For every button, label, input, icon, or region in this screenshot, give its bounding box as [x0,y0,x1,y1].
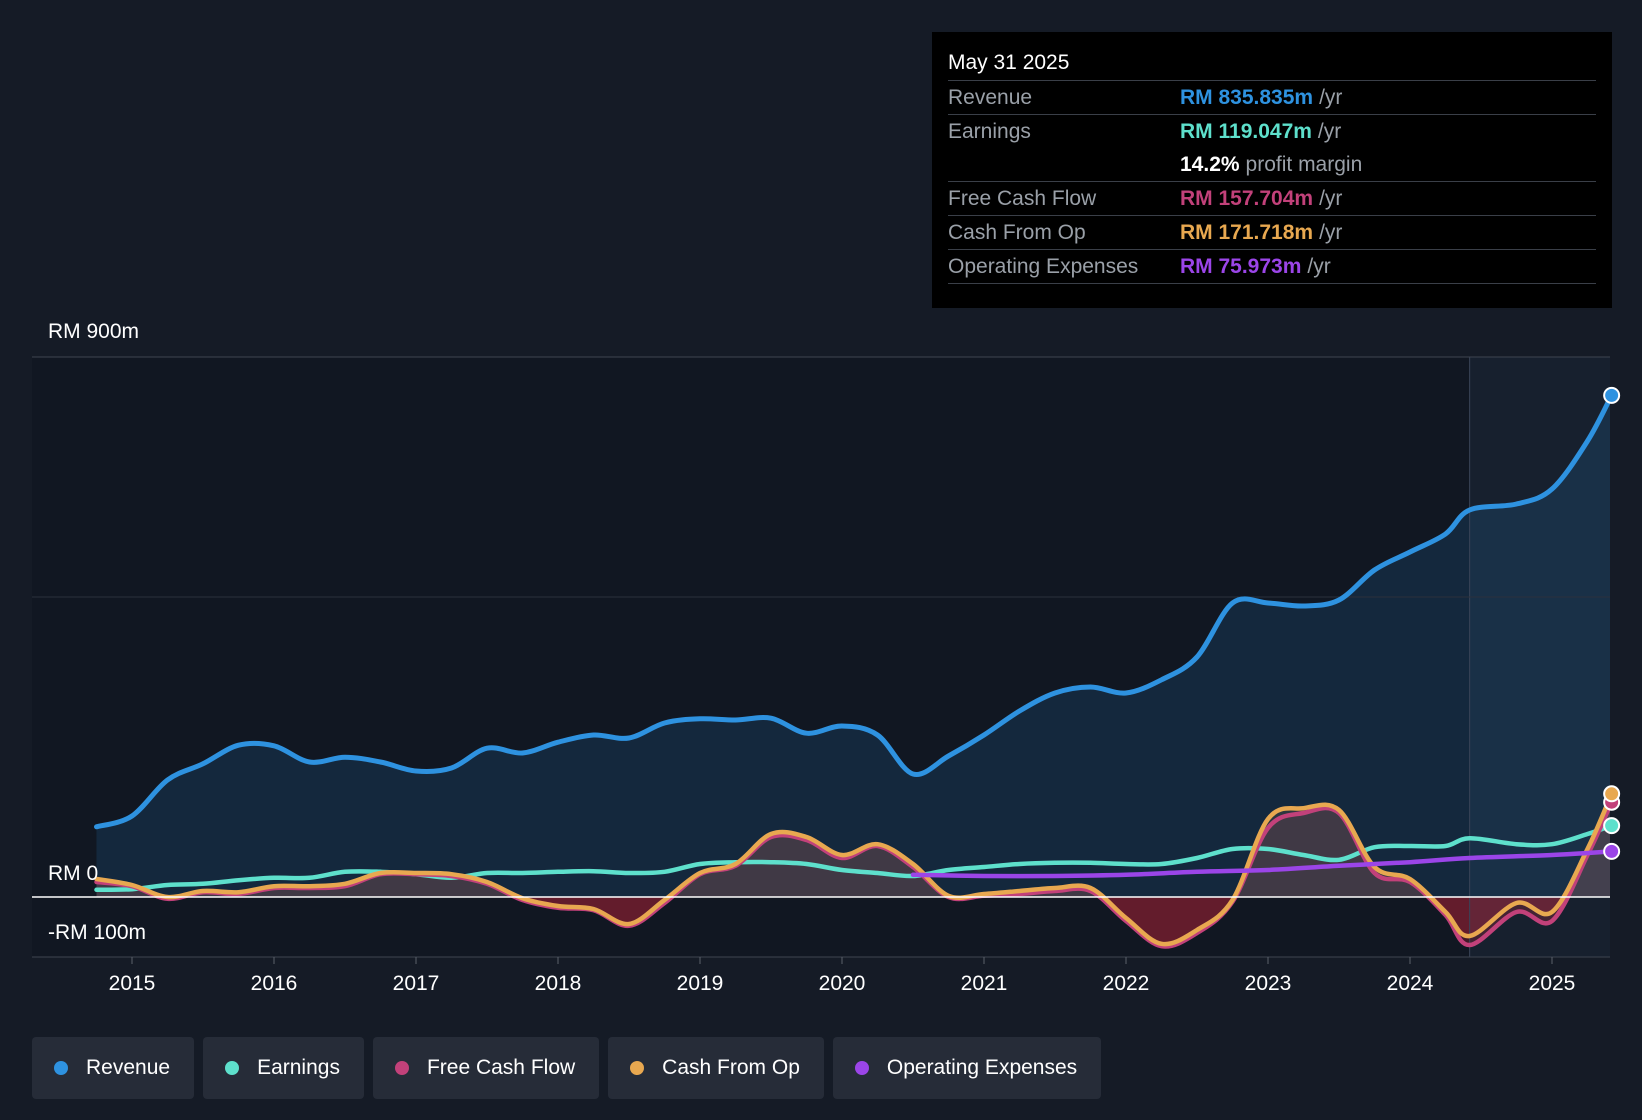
legend-item-cash-from-op[interactable]: Cash From Op [608,1037,824,1099]
x-tick-label: 2021 [961,972,1008,995]
legend-item-operating-expenses[interactable]: Operating Expenses [832,1037,1102,1099]
tooltip-value: RM 157.704m [1180,187,1314,210]
operating-expenses-dot-icon [854,1061,869,1075]
x-tick-label: 2015 [109,972,156,995]
tooltip-row-cfo: Cash From Op RM 171.718m /yr [948,216,1596,250]
tooltip-value: RM 75.973m [1180,255,1302,278]
x-tick-label: 2018 [535,972,582,995]
operating-expenses-line [910,849,1610,879]
tooltip-value: 14.2% [1180,153,1240,176]
legend-label: Earnings [257,1056,340,1079]
legend-label: Operating Expenses [886,1056,1078,1079]
tooltip-value: RM 171.718m [1180,221,1314,244]
earnings-dot-icon [225,1061,240,1075]
tooltip-row-fcf: Free Cash Flow RM 157.704m /yr [948,182,1596,216]
tooltip-row-margin: 14.2% profit margin [948,148,1596,182]
earnings-end-point[interactable] [1603,817,1621,835]
legend-label: Free Cash Flow [426,1056,576,1079]
tooltip-label [948,148,1180,181]
tooltip-row-earnings: Earnings RM 119.047m /yr [948,115,1596,148]
free-cash-flow-negative-area [96,897,1610,947]
tooltip-date: May 31 2025 [948,46,1596,81]
y-axis-top-label: RM 900m [48,320,140,343]
x-tick-label: 2022 [1103,972,1150,995]
legend-label: Revenue [86,1056,171,1079]
x-tick-label: 2025 [1529,972,1576,995]
cash-from-op-end-point[interactable] [1603,785,1621,803]
revenue-dot-icon [54,1061,68,1075]
x-tick-label: 2016 [251,972,298,995]
x-tick-label: 2019 [677,972,724,995]
tooltip-unit: /yr [1307,255,1331,278]
tooltip-label: Operating Expenses [948,255,1139,278]
x-tick-label: 2024 [1387,972,1434,995]
tooltip-unit: profit margin [1245,153,1363,176]
tooltip-unit: /yr [1319,187,1343,210]
tooltip-label: Earnings [948,120,1031,143]
free-cash-flow-dot-icon [394,1061,409,1075]
revenue-line [94,393,1610,830]
legend-label: Cash From Op [662,1056,800,1079]
legend: Revenue Earnings Free Cash Flow Cash Fro… [32,1037,1102,1099]
tooltip-row-opex: Operating Expenses RM 75.973m /yr [948,250,1596,284]
revenue-area [96,398,1610,897]
revenue-end-point[interactable] [1603,386,1621,404]
cash-from-op-dot-icon [630,1061,645,1075]
operating-expenses-end-point[interactable] [1603,842,1621,860]
legend-item-revenue[interactable]: Revenue [32,1037,195,1099]
tooltip-value: RM 119.047m [1180,120,1312,143]
y-axis-zero-label: RM 0 [48,862,99,885]
cash-from-op-positive-area [96,797,1610,897]
free-cash-flow-positive-area [96,805,1610,897]
x-tick-label: 2020 [819,972,866,995]
y-axis-bottom-label: -RM 100m [48,921,147,944]
forecast-band [1469,357,1610,957]
tooltip-label: Revenue [948,86,1033,109]
x-tick-label: 2017 [393,972,440,995]
tooltip-unit: /yr [1317,120,1342,143]
tooltip-unit: /yr [1319,86,1343,109]
legend-item-free-cash-flow[interactable]: Free Cash Flow [372,1037,600,1099]
legend-item-earnings[interactable]: Earnings [203,1037,364,1099]
tooltip-unit: /yr [1319,221,1343,244]
tooltip-label: Free Cash Flow [948,187,1097,210]
earnings-line [94,823,1610,893]
data-tooltip: May 31 2025 Revenue RM 835.835m /yr Earn… [932,32,1612,308]
tooltip-row-revenue: Revenue RM 835.835m /yr [948,81,1596,115]
tooltip-label: Cash From Op [948,221,1086,244]
x-tick-label: 2023 [1245,972,1292,995]
tooltip-value: RM 835.835m [1180,86,1314,109]
cash-from-op-negative-area [96,897,1610,945]
